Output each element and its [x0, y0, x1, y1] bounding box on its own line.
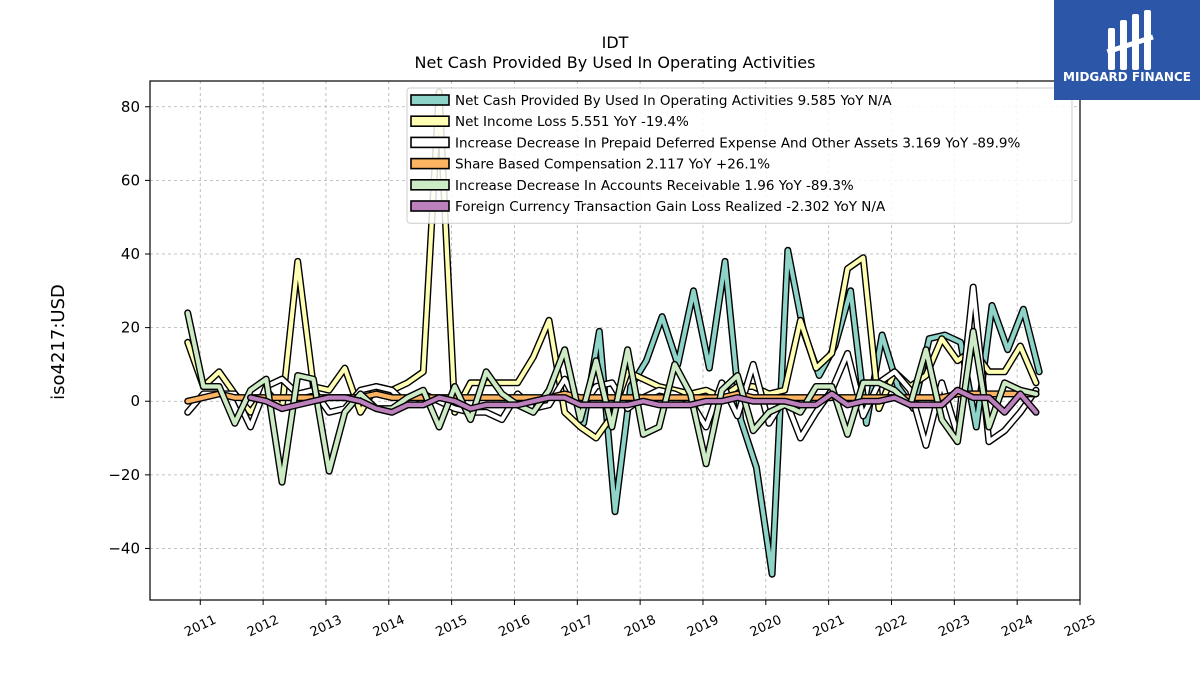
- chart-title: IDT: [602, 33, 629, 52]
- legend-swatch: [410, 94, 450, 106]
- legend-swatch: [410, 200, 450, 212]
- legend: Net Cash Provided By Used In Operating A…: [406, 87, 1073, 224]
- plot-frame: [149, 80, 1081, 601]
- y-tick-label: 0: [130, 392, 140, 410]
- brand-logo-mark-icon: [1106, 10, 1154, 70]
- legend-entry: Net Cash Provided By Used In Operating A…: [455, 93, 892, 109]
- legend-entry: Foreign Currency Transaction Gain Loss R…: [455, 199, 886, 215]
- chart-subtitle: Net Cash Provided By Used In Operating A…: [415, 53, 816, 72]
- y-tick-label: −20: [108, 466, 140, 484]
- legend-box: [406, 87, 1073, 224]
- brand-logo-text: MIDGARD FINANCE: [1063, 70, 1191, 84]
- legend-entry: Increase Decrease In Prepaid Deferred Ex…: [455, 135, 1020, 151]
- y-axis-label: iso4217:USD: [48, 284, 69, 400]
- y-tick-label: −40: [108, 539, 140, 557]
- y-tick-label: 60: [121, 171, 140, 189]
- legend-swatch: [410, 115, 450, 127]
- legend-entry: Net Income Loss 5.551 YoY -19.4%: [455, 114, 689, 130]
- legend-entry: Increase Decrease In Accounts Receivable…: [455, 178, 854, 194]
- y-tick-label: 40: [121, 245, 140, 263]
- legend-entry: Share Based Compensation 2.117 YoY +26.1…: [455, 157, 770, 173]
- series-line-5: [248, 388, 1039, 415]
- series-lines: [184, 88, 1043, 578]
- y-tick-label: 80: [121, 98, 140, 116]
- series-line-2: [185, 285, 1039, 448]
- brand-logo: MIDGARD FINANCE: [1054, 0, 1200, 100]
- legend-swatch: [410, 157, 450, 170]
- series-line-4: [185, 310, 1039, 485]
- legend-swatch: [410, 179, 450, 191]
- y-tick-label: 20: [121, 319, 140, 337]
- legend-swatch: [410, 136, 450, 149]
